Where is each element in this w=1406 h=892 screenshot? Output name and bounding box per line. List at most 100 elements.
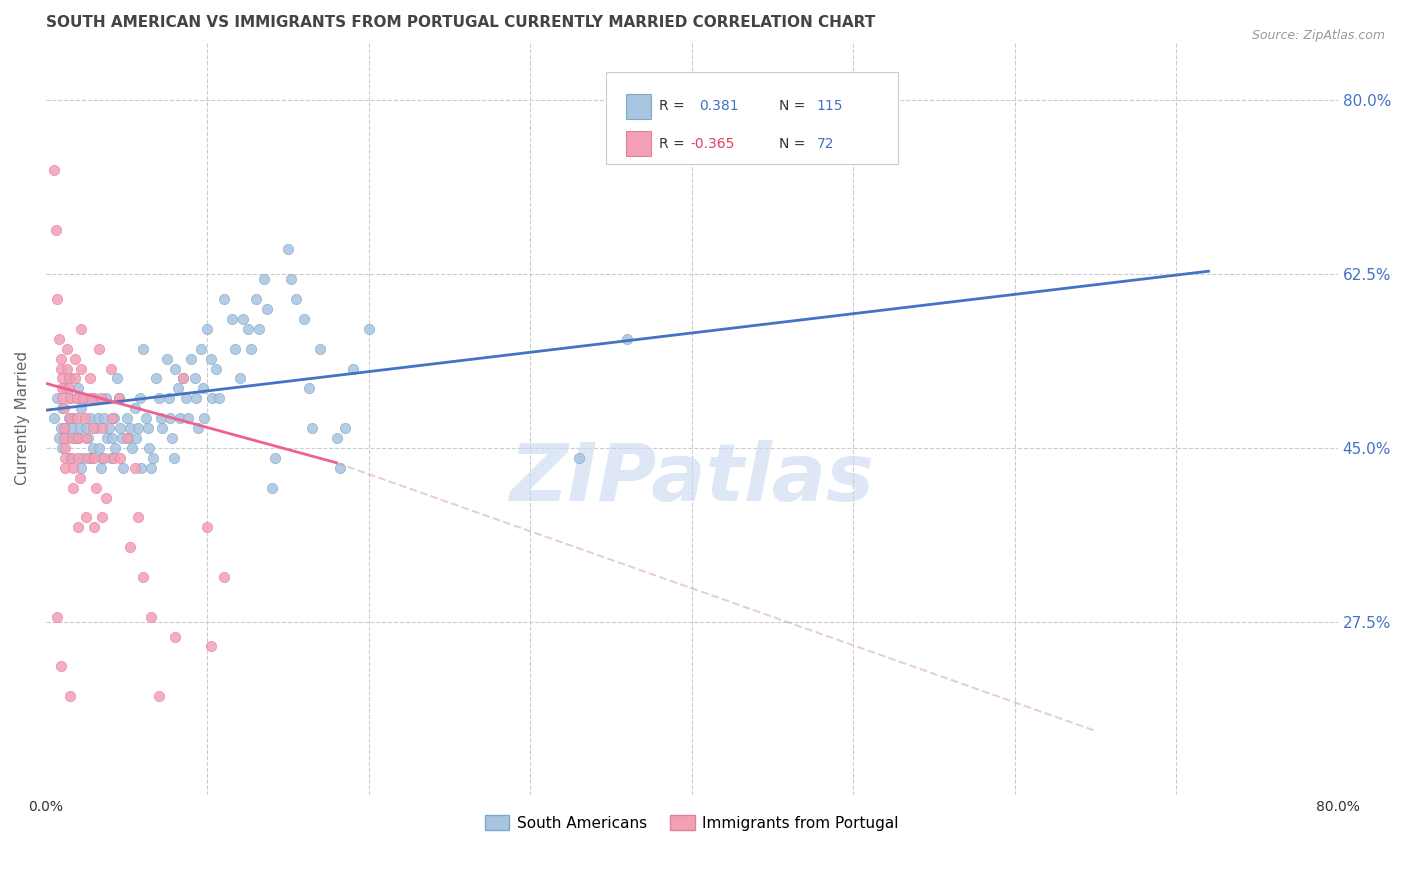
Point <box>80 392 103 406</box>
Point <box>67 381 90 395</box>
Point <box>90 460 112 475</box>
Point <box>191 381 214 395</box>
Point <box>46 392 69 406</box>
Point <box>333 421 356 435</box>
Point <box>97 421 120 435</box>
Point <box>63 431 86 445</box>
Point <box>132 342 155 356</box>
Point <box>309 342 332 356</box>
Point <box>90 392 112 406</box>
Point <box>60 431 83 445</box>
Point <box>277 243 299 257</box>
Point <box>59 411 82 425</box>
Point <box>183 371 205 385</box>
Point <box>48 332 70 346</box>
Point <box>157 392 180 406</box>
Point <box>59 371 82 385</box>
Point <box>83 392 105 406</box>
Point <box>94 491 117 505</box>
Text: Source: ZipAtlas.com: Source: ZipAtlas.com <box>1251 29 1385 42</box>
Point <box>73 411 96 425</box>
Point <box>139 460 162 475</box>
Point <box>127 421 149 435</box>
Point <box>141 450 163 465</box>
Point <box>132 570 155 584</box>
Text: ZIPatlas: ZIPatlas <box>509 440 875 517</box>
Point <box>51 441 73 455</box>
Point <box>200 351 222 366</box>
Point <box>67 431 90 445</box>
Point <box>93 411 115 425</box>
Point <box>138 441 160 455</box>
Point <box>184 392 207 406</box>
Point <box>53 450 76 465</box>
Point <box>115 411 138 425</box>
Point <box>91 450 114 465</box>
Point <box>169 411 191 425</box>
Point <box>264 450 287 465</box>
Point <box>247 322 270 336</box>
Point <box>70 322 93 336</box>
Point <box>59 392 82 406</box>
Point <box>82 421 104 435</box>
Point <box>172 371 194 385</box>
Point <box>63 371 86 385</box>
Point <box>49 361 72 376</box>
Point <box>59 689 82 703</box>
Point <box>62 411 84 425</box>
Point <box>301 421 323 435</box>
Point <box>46 292 69 306</box>
Point <box>51 392 73 406</box>
Point <box>56 342 79 356</box>
Point <box>42 163 65 178</box>
Point <box>72 392 94 406</box>
Point <box>568 450 591 465</box>
Point <box>70 460 93 475</box>
Point <box>197 520 219 534</box>
Point <box>139 609 162 624</box>
Point <box>127 510 149 524</box>
Point <box>94 392 117 406</box>
Point <box>260 481 283 495</box>
Point <box>117 431 139 445</box>
Point <box>149 411 172 425</box>
Point <box>159 411 181 425</box>
Point <box>110 421 132 435</box>
Point <box>82 441 104 455</box>
Point <box>53 441 76 455</box>
Text: R =: R = <box>659 136 685 151</box>
Point <box>104 441 127 455</box>
Point <box>121 441 143 455</box>
Point <box>86 411 108 425</box>
Point <box>91 421 114 435</box>
Point <box>62 460 84 475</box>
Point <box>118 540 141 554</box>
Point <box>63 351 86 366</box>
Point <box>112 460 135 475</box>
Point <box>51 381 73 395</box>
Text: N =: N = <box>779 136 806 151</box>
Point <box>342 361 364 376</box>
Point <box>51 401 73 416</box>
Point <box>292 311 315 326</box>
Point <box>100 361 122 376</box>
Point <box>59 450 82 465</box>
Point <box>298 381 321 395</box>
Point <box>69 421 91 435</box>
Point <box>77 431 100 445</box>
Point <box>148 689 170 703</box>
Point <box>60 421 83 435</box>
Point <box>118 421 141 435</box>
Point <box>96 431 118 445</box>
Point <box>72 450 94 465</box>
Point <box>357 322 380 336</box>
Point <box>128 392 150 406</box>
Point <box>52 421 75 435</box>
Point <box>60 450 83 465</box>
Point <box>253 272 276 286</box>
Point <box>135 411 157 425</box>
Point <box>52 431 75 445</box>
Point <box>67 520 90 534</box>
Point <box>75 421 97 435</box>
Point <box>329 460 352 475</box>
